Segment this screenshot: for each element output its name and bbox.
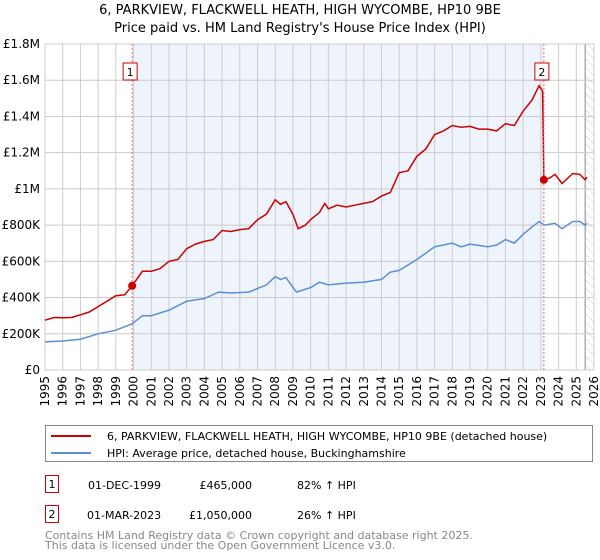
sale-point [128, 281, 137, 290]
y-tick-label: £1.8M [3, 37, 40, 51]
y-tick-label: £800K [2, 218, 42, 232]
legend-label: 6, PARKVIEW, FLACKWELL HEATH, HIGH WYCOM… [107, 429, 548, 443]
x-tick-label: 2012 [339, 376, 353, 407]
legend-swatch-blue [51, 452, 91, 454]
legend-item-hpi: HPI: Average price, detached house, Buck… [51, 445, 406, 461]
y-tick-label: £1.6M [3, 73, 40, 87]
sale-annotation-label: 2 [538, 66, 545, 79]
y-tick-label: £1.4M [3, 109, 40, 123]
x-tick-label: 2025 [569, 376, 583, 407]
plot-border [44, 43, 595, 371]
sale-badge: 2 [45, 505, 59, 523]
x-tick-label: 1998 [91, 376, 105, 407]
footer: Contains HM Land Registry data © Crown c… [45, 529, 473, 552]
sale-point [539, 175, 548, 184]
x-tick-label: 2010 [304, 376, 318, 407]
x-tick-label: 2024 [552, 376, 566, 407]
x-tick-label: 2011 [321, 376, 335, 407]
chart-subtitle: Price paid vs. HM Land Registry's House … [114, 21, 486, 36]
forecast-hatch [585, 44, 594, 370]
sale-annotation-label: 1 [127, 66, 134, 79]
y-tick-label: £400K [2, 291, 42, 305]
sale-date: 01-MAR-2023 [87, 509, 162, 522]
x-tick-label: 2008 [268, 376, 282, 407]
sale-badge: 1 [45, 475, 59, 493]
sale-hpi: 26% ↑ HPI [297, 509, 356, 522]
y-tick-label: £1.2M [3, 146, 40, 160]
x-tick-label: 2009 [286, 376, 300, 407]
hpi-line [44, 220, 588, 343]
footer-copyright: Contains HM Land Registry data © Crown c… [45, 529, 473, 542]
x-tick-label: 2006 [233, 376, 247, 407]
x-tick-label: 2002 [162, 376, 176, 407]
x-tick-label: 1995 [38, 376, 52, 407]
price-chart: 1995 1996 1997 1998 1999 2000 2001 2002 2003 2004… [2, 37, 600, 407]
x-tick-label: 2023 [534, 376, 548, 407]
x-tick-label: 1997 [73, 376, 87, 407]
property-price-line [44, 84, 588, 321]
x-tick-label: 2000 [127, 376, 141, 407]
legend-label: HPI: Average price, detached house, Buck… [107, 446, 406, 460]
sale-price: £465,000 [199, 479, 253, 492]
y-tick-label: £200K [2, 327, 42, 341]
x-tick-label: 2013 [357, 376, 371, 407]
sale-row: 2 01-MAR-2023 £1,050,000 26% ↑ HPI [45, 505, 545, 527]
x-tick-label: 2018 [445, 376, 459, 407]
chart-title: 6, PARKVIEW, FLACKWELL HEATH, HIGH WYCOM… [99, 3, 501, 18]
x-tick-label: 2005 [215, 376, 229, 407]
x-tick-label: 2001 [144, 376, 158, 407]
x-tick-label: 2015 [392, 376, 406, 407]
sale-annotation-box [122, 62, 138, 81]
x-tick-label: 1996 [56, 376, 70, 407]
x-tick-label: 2016 [410, 376, 424, 407]
sale-date: 01-DEC-1999 [88, 479, 162, 492]
legend: 6, PARKVIEW, FLACKWELL HEATH, HIGH WYCOM… [45, 425, 593, 462]
owned-period-shade [132, 44, 544, 370]
x-tick-label: 2026 [587, 376, 600, 407]
x-tick-label: 2014 [374, 376, 388, 407]
sale-annotation-box [534, 62, 550, 81]
x-tick-label: 1999 [109, 376, 123, 407]
y-tick-label: £0 [25, 363, 40, 377]
legend-swatch-red [51, 435, 91, 437]
x-tick-label: 2021 [498, 376, 512, 407]
legend-item-property: 6, PARKVIEW, FLACKWELL HEATH, HIGH WYCOM… [51, 428, 547, 444]
x-tick-label: 2022 [516, 376, 530, 407]
x-tick-label: 2003 [180, 376, 194, 407]
y-tick-label: £600K [2, 254, 42, 268]
sale-price: £1,050,000 [189, 509, 252, 522]
y-tick-label: £1M [14, 182, 40, 196]
sale-hpi: 82% ↑ HPI [297, 479, 356, 492]
x-tick-label: 2004 [197, 376, 211, 407]
x-tick-label: 2020 [481, 376, 495, 407]
x-tick-label: 2007 [251, 376, 265, 407]
x-tick-label: 2017 [428, 376, 442, 407]
footer-licence: This data is licensed under the Open Gov… [45, 539, 396, 552]
sale-row: 1 01-DEC-1999 £465,000 82% ↑ HPI [45, 475, 545, 497]
x-tick-label: 2019 [463, 376, 477, 407]
